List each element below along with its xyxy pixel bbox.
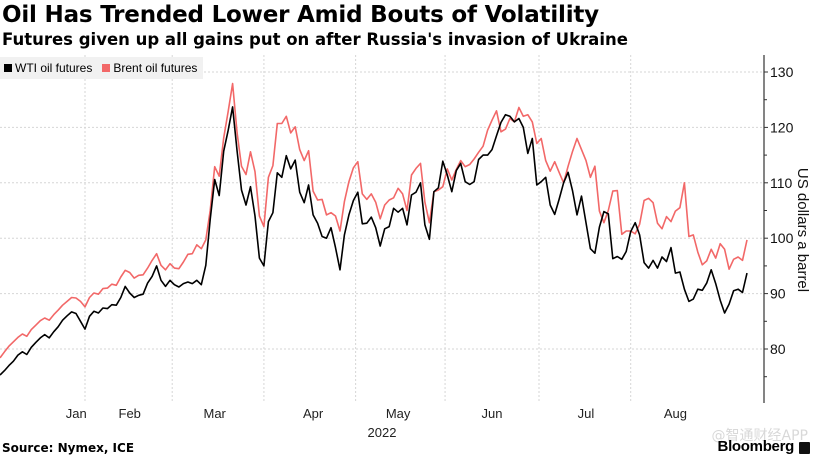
y-tick-label: 110	[770, 175, 793, 191]
y-tick-label: 120	[770, 119, 794, 135]
chart-subtitle: Futures given up all gains put on after …	[2, 30, 628, 49]
x-axis-labels: Jan Feb Mar Apr May Jun Jul Aug	[66, 406, 687, 421]
legend: WTI oil futures Brent oil futures	[0, 57, 204, 79]
legend-swatch-wti	[4, 64, 12, 72]
x-tick-label: Mar	[204, 406, 227, 421]
x-tick-label: Jan	[66, 406, 87, 421]
grid-lines	[0, 55, 764, 403]
x-tick-label: Jun	[482, 406, 503, 421]
chart-title: Oil Has Trended Lower Amid Bouts of Vola…	[2, 2, 599, 28]
y-tick-label: 90	[770, 286, 786, 302]
y-axis-title: US dollars a barrel	[794, 168, 811, 292]
x-tick-label: Feb	[119, 406, 141, 421]
bloomberg-logo: Bloomberg	[717, 438, 795, 455]
y-tick-label: 100	[770, 230, 794, 246]
legend-item-wti[interactable]: WTI oil futures	[4, 61, 92, 75]
legend-label-brent: Brent oil futures	[113, 61, 198, 75]
y-tick-label: 130	[770, 64, 794, 80]
x-tick-label: Apr	[303, 406, 324, 421]
series-lines	[0, 82, 748, 376]
series-line-wti	[0, 106, 748, 376]
series-line-brent	[0, 82, 748, 359]
x-tick-label: Aug	[664, 406, 687, 421]
source-note: Source: Nymex, ICE	[2, 441, 135, 455]
watermark: @智通财经APP	[711, 428, 808, 444]
y-axis: 80 90 100 110 120 130	[763, 55, 794, 403]
y-tick-label: 80	[770, 341, 786, 357]
legend-item-brent[interactable]: Brent oil futures	[102, 61, 197, 75]
legend-label-wti: WTI oil futures	[15, 61, 93, 75]
bloomberg-terminal-icon	[799, 442, 810, 454]
x-tick-label: May	[386, 406, 411, 421]
legend-swatch-brent	[102, 64, 111, 72]
x-tick-label: Jul	[578, 406, 595, 421]
x-axis-year-label: 2022	[368, 425, 397, 440]
